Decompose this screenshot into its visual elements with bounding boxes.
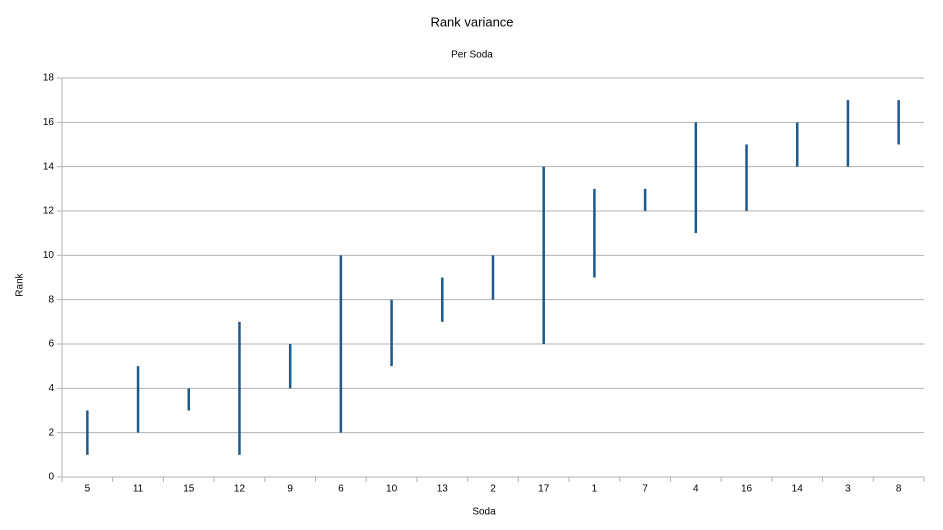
x-tick-label: 13 [437,484,449,495]
x-tick-label: 2 [490,484,496,495]
x-tick-label: 3 [845,484,851,495]
y-axis-label: Rank [15,272,26,296]
y-tick-label: 0 [48,472,54,483]
chart-title: Rank variance [430,14,513,29]
y-tick-label: 6 [48,339,54,350]
x-tick-label: 14 [792,484,804,495]
y-tick-label: 8 [48,294,54,305]
y-tick-label: 16 [43,117,55,128]
x-tick-label: 6 [338,484,344,495]
x-tick-label: 15 [183,484,195,495]
y-tick-label: 4 [48,383,54,394]
y-tick-label: 14 [43,161,55,172]
y-tick-label: 12 [43,206,55,217]
x-tick-label: 16 [741,484,753,495]
x-tick-label: 1 [592,484,598,495]
x-axis-label: Soda [472,507,496,518]
x-tick-label: 9 [287,484,293,495]
x-tick-label: 17 [538,484,550,495]
x-tick-label: 10 [386,484,398,495]
chart-subtitle: Per Soda [451,50,493,61]
x-tick-label: 8 [896,484,902,495]
x-tick-label: 12 [234,484,246,495]
y-tick-label: 18 [43,73,55,84]
x-tick-label: 11 [133,484,144,495]
y-tick-label: 2 [48,427,54,438]
y-tick-label: 10 [43,250,55,261]
x-tick-label: 7 [642,484,648,495]
x-tick-label: 5 [85,484,91,495]
x-tick-label: 4 [693,484,699,495]
